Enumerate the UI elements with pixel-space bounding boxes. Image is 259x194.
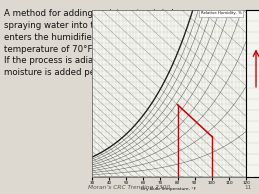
Text: 11: 11 [244,185,251,190]
Text: Moran’s CRC Trending 2300: Moran’s CRC Trending 2300 [88,185,171,190]
X-axis label: Dry Bulb Temperature, °F: Dry Bulb Temperature, °F [141,187,197,191]
Text: Relative Humidity, %: Relative Humidity, % [200,11,241,15]
Text: A method for adding moisture to air is by
spraying water into the air.  Assume t: A method for adding moisture to air is b… [4,9,202,77]
